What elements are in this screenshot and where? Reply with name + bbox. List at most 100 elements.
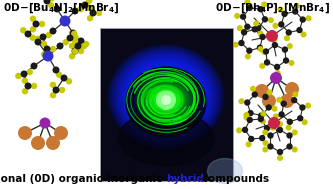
Circle shape <box>266 30 278 42</box>
Ellipse shape <box>131 65 201 129</box>
Circle shape <box>31 136 45 150</box>
Circle shape <box>276 97 282 103</box>
Ellipse shape <box>152 89 180 111</box>
Circle shape <box>259 34 266 40</box>
Circle shape <box>30 35 36 41</box>
Text: hybrid: hybrid <box>166 174 204 184</box>
Circle shape <box>259 135 265 141</box>
Circle shape <box>297 115 303 122</box>
Circle shape <box>285 82 299 96</box>
Circle shape <box>292 146 298 153</box>
Circle shape <box>15 73 22 79</box>
Circle shape <box>262 94 269 100</box>
Ellipse shape <box>142 80 190 120</box>
Circle shape <box>44 0 51 5</box>
Circle shape <box>86 0 93 4</box>
Ellipse shape <box>149 87 183 113</box>
Ellipse shape <box>154 91 178 109</box>
Circle shape <box>30 26 36 33</box>
Ellipse shape <box>150 87 182 113</box>
Ellipse shape <box>124 59 208 135</box>
Circle shape <box>265 104 272 111</box>
Circle shape <box>66 78 72 84</box>
Circle shape <box>247 117 253 123</box>
Circle shape <box>261 2 267 7</box>
Circle shape <box>258 112 264 119</box>
Ellipse shape <box>153 89 179 111</box>
Ellipse shape <box>144 82 188 118</box>
Ellipse shape <box>149 86 183 114</box>
Circle shape <box>69 43 75 49</box>
Circle shape <box>22 78 28 84</box>
Circle shape <box>25 83 32 90</box>
Circle shape <box>33 20 40 28</box>
Circle shape <box>263 140 269 146</box>
Circle shape <box>30 16 36 22</box>
Circle shape <box>253 21 259 26</box>
Ellipse shape <box>123 58 209 136</box>
Circle shape <box>270 125 276 131</box>
Circle shape <box>59 87 65 93</box>
Ellipse shape <box>158 94 174 106</box>
Circle shape <box>53 87 60 94</box>
Circle shape <box>27 69 33 75</box>
Circle shape <box>39 21 45 27</box>
Ellipse shape <box>115 51 217 143</box>
Bar <box>100 28 233 181</box>
Circle shape <box>263 48 269 55</box>
Circle shape <box>286 132 293 139</box>
Circle shape <box>272 42 278 48</box>
Circle shape <box>238 40 245 46</box>
Circle shape <box>267 143 274 150</box>
Circle shape <box>156 90 176 110</box>
Circle shape <box>286 143 293 150</box>
Circle shape <box>78 48 84 54</box>
Ellipse shape <box>146 84 186 116</box>
Circle shape <box>258 31 264 37</box>
Circle shape <box>292 8 298 15</box>
Circle shape <box>268 117 280 129</box>
Ellipse shape <box>113 49 219 145</box>
Circle shape <box>41 51 47 57</box>
Circle shape <box>262 94 276 108</box>
Circle shape <box>21 70 28 77</box>
Circle shape <box>257 46 263 52</box>
Ellipse shape <box>119 111 213 166</box>
Ellipse shape <box>148 86 184 114</box>
Ellipse shape <box>117 52 215 142</box>
Circle shape <box>71 31 78 37</box>
Circle shape <box>87 15 93 21</box>
Circle shape <box>259 63 265 69</box>
Circle shape <box>272 23 278 29</box>
Circle shape <box>273 113 279 119</box>
Circle shape <box>296 27 303 33</box>
Circle shape <box>234 13 240 19</box>
Circle shape <box>34 36 41 42</box>
Circle shape <box>69 53 75 59</box>
Circle shape <box>237 25 243 31</box>
Circle shape <box>255 84 269 98</box>
Circle shape <box>72 38 78 44</box>
Circle shape <box>306 15 312 21</box>
Circle shape <box>275 70 281 76</box>
Ellipse shape <box>126 67 206 137</box>
Ellipse shape <box>137 77 195 124</box>
Circle shape <box>63 39 69 45</box>
Circle shape <box>50 82 56 88</box>
Ellipse shape <box>140 79 192 121</box>
Ellipse shape <box>125 60 207 134</box>
Circle shape <box>44 46 51 53</box>
Circle shape <box>72 47 79 54</box>
Text: $\mathbf{0D\!-\![Bu_4N]_2[MnBr_4]}$: $\mathbf{0D\!-\![Bu_4N]_2[MnBr_4]}$ <box>3 1 120 15</box>
Circle shape <box>291 97 297 103</box>
Circle shape <box>50 92 56 98</box>
Circle shape <box>262 129 268 136</box>
Circle shape <box>81 43 87 49</box>
Circle shape <box>54 5 61 12</box>
Circle shape <box>233 42 239 48</box>
Circle shape <box>75 43 82 50</box>
Circle shape <box>277 121 283 127</box>
Ellipse shape <box>111 47 221 147</box>
Circle shape <box>46 136 60 150</box>
Ellipse shape <box>156 92 176 108</box>
